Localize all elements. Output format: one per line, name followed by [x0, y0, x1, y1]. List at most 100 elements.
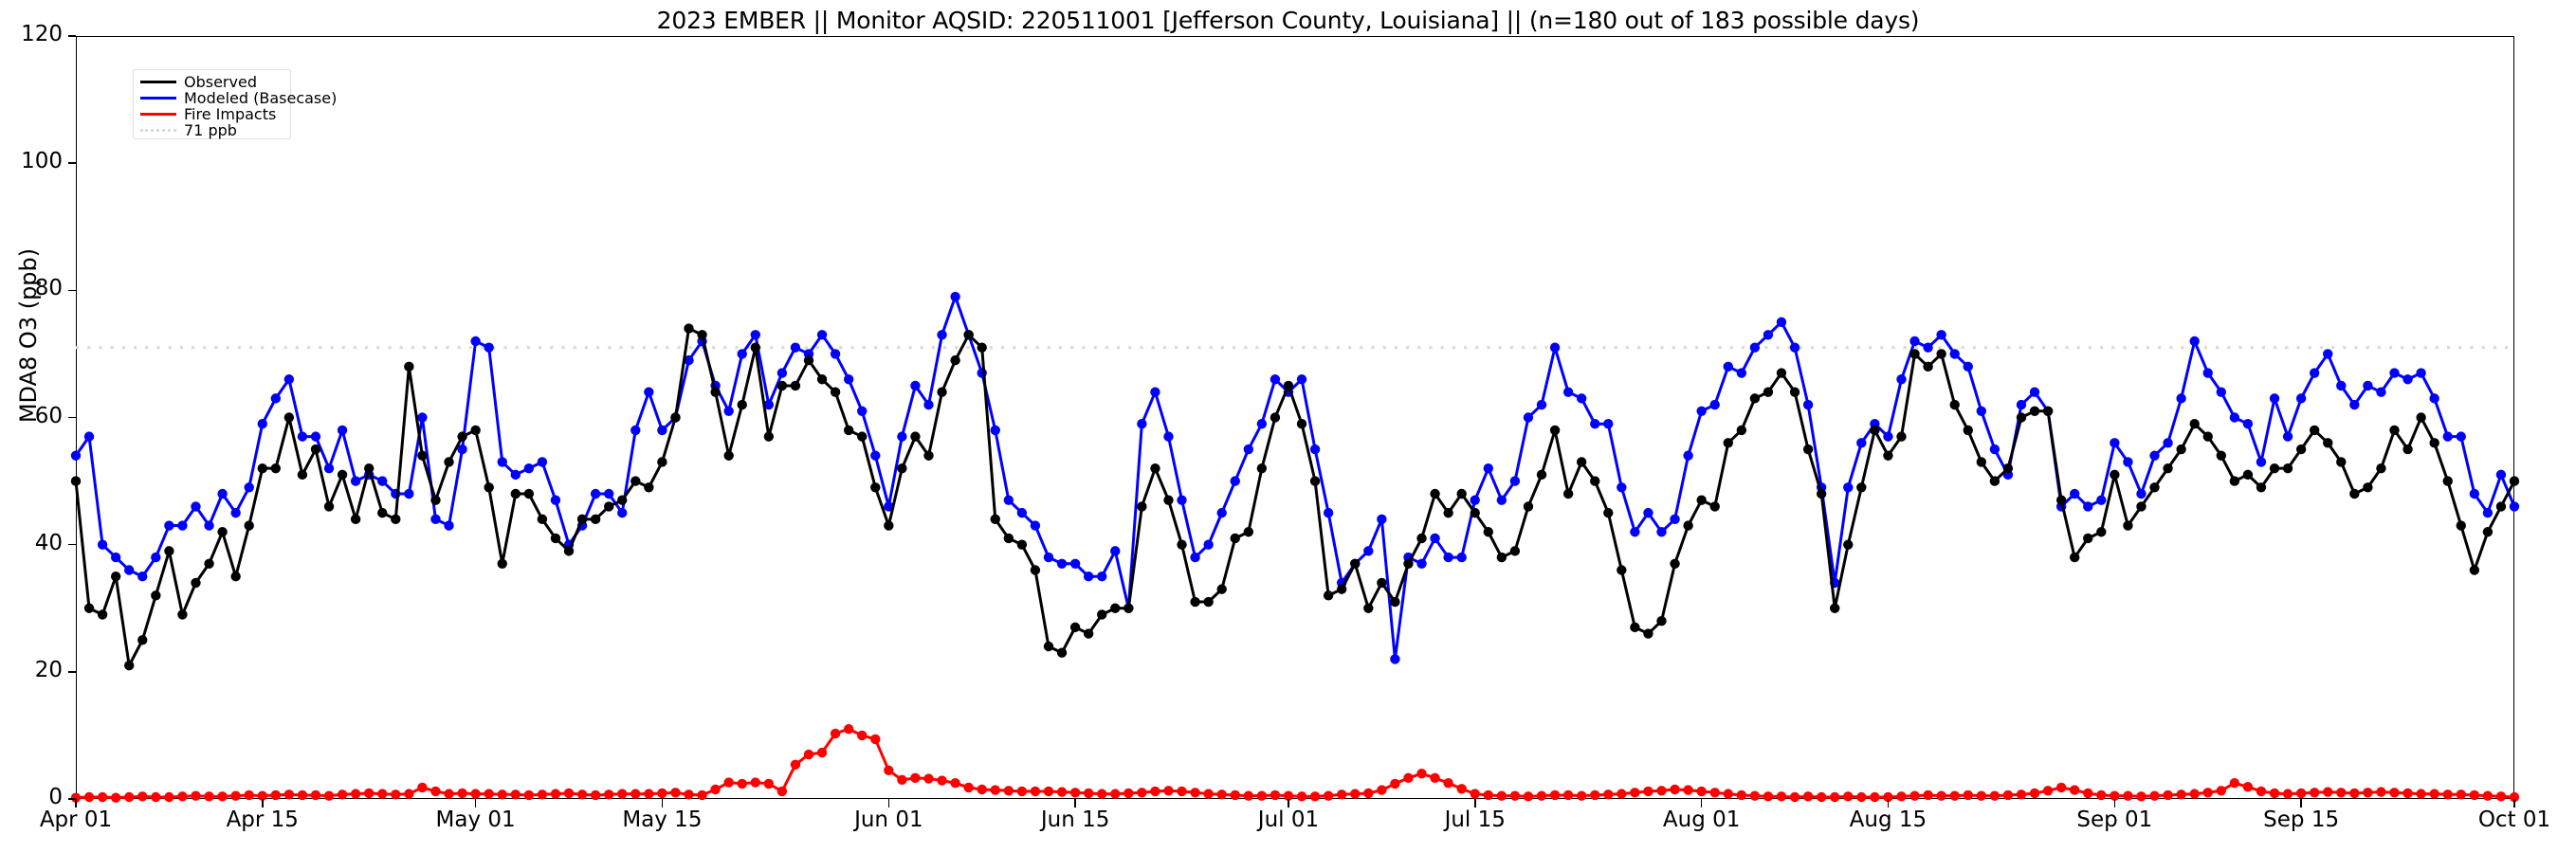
data-point	[1056, 558, 1068, 569]
data-point	[2376, 387, 2386, 397]
data-point	[1709, 501, 1720, 512]
data-point	[1749, 790, 1761, 801]
data-point	[1870, 791, 1880, 803]
data-point	[1456, 784, 1467, 794]
data-point	[2189, 789, 2200, 799]
data-point	[790, 759, 801, 770]
data-point	[723, 777, 734, 788]
data-point	[1030, 565, 1041, 575]
data-point	[2269, 393, 2280, 404]
data-point	[83, 791, 95, 803]
data-point	[1403, 772, 1414, 784]
data-point	[1230, 476, 1240, 486]
data-point	[177, 791, 188, 802]
data-point	[217, 488, 228, 499]
data-point	[1377, 514, 1387, 525]
data-point	[2336, 457, 2347, 467]
data-point	[1097, 572, 1107, 582]
data-point	[1456, 488, 1467, 499]
data-point	[2216, 450, 2226, 461]
data-point	[1736, 425, 1747, 436]
data-point	[1883, 431, 1893, 442]
legend-item[interactable]: Observed	[134, 74, 290, 90]
data-point	[2042, 786, 2054, 796]
data-point	[1496, 790, 1507, 801]
data-point	[97, 791, 108, 803]
data-point	[2163, 789, 2173, 801]
data-point	[1763, 330, 1774, 340]
legend-swatch-71-ppb	[140, 129, 176, 132]
legend-item[interactable]: 71 ppb	[134, 122, 290, 138]
data-point	[404, 789, 414, 799]
data-point	[1416, 533, 1427, 544]
x-tick-mark	[1473, 799, 1476, 808]
data-point	[630, 789, 641, 799]
data-point	[1350, 789, 1361, 799]
data-point	[977, 342, 987, 353]
data-point	[1723, 361, 1733, 372]
x-tick-mark	[887, 799, 890, 808]
data-point	[1030, 786, 1041, 797]
data-point	[657, 457, 667, 467]
data-point	[2189, 336, 2200, 347]
x-tick-label: May 01	[435, 808, 516, 832]
legend-item[interactable]: Modeled (Basecase)	[134, 90, 337, 106]
data-point	[1976, 790, 1987, 801]
data-point	[1083, 572, 1094, 582]
data-point	[884, 765, 894, 776]
data-point	[670, 412, 681, 423]
data-point	[2256, 482, 2267, 493]
data-point	[124, 660, 135, 671]
data-point	[2242, 419, 2254, 429]
data-point	[1603, 419, 1614, 429]
legend-label: Fire Impacts	[184, 105, 277, 123]
data-point	[1670, 558, 1680, 569]
data-point	[457, 444, 467, 455]
data-point	[1177, 539, 1187, 550]
data-point	[537, 514, 548, 525]
data-point	[1536, 790, 1547, 801]
data-point	[2070, 488, 2080, 499]
data-point	[2376, 787, 2386, 797]
data-point	[2002, 463, 2014, 474]
data-point	[2402, 788, 2413, 799]
data-point	[110, 552, 121, 563]
data-point	[1270, 789, 1281, 801]
data-point	[590, 789, 601, 801]
data-point	[97, 539, 108, 550]
data-point	[563, 546, 575, 556]
y-tick-mark	[68, 543, 76, 546]
data-point	[1789, 387, 1800, 397]
data-point	[497, 457, 507, 467]
data-point	[2016, 789, 2027, 800]
data-point	[657, 788, 667, 799]
data-point	[2349, 488, 2360, 499]
data-point	[1909, 336, 1920, 347]
data-point	[830, 349, 841, 359]
data-point	[2309, 788, 2320, 798]
data-point	[2256, 786, 2267, 797]
data-point	[1843, 791, 1854, 802]
data-point	[191, 790, 201, 801]
data-point	[1470, 507, 1480, 518]
data-point	[1963, 361, 1973, 372]
x-tick-mark	[2300, 799, 2302, 808]
x-tick-label: Apr 01	[39, 808, 113, 832]
data-point	[1069, 788, 1081, 798]
data-point	[2442, 431, 2453, 442]
data-point	[1603, 789, 1614, 800]
data-point	[2229, 778, 2240, 789]
data-point	[2002, 789, 2014, 801]
data-point	[2389, 425, 2400, 436]
data-point	[1124, 788, 1134, 799]
data-point	[270, 463, 282, 474]
data-point	[1643, 628, 1653, 639]
data-point	[2456, 789, 2466, 800]
data-point	[510, 488, 521, 499]
data-point	[617, 507, 628, 518]
data-point	[550, 495, 561, 505]
data-point	[2295, 788, 2307, 799]
legend-item[interactable]: Fire Impacts	[134, 106, 290, 122]
data-point	[164, 791, 174, 803]
data-point	[1523, 501, 1534, 512]
